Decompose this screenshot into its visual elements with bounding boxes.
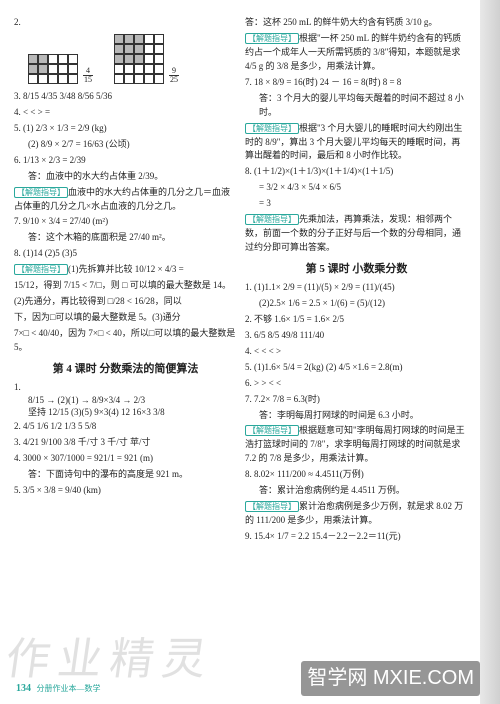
r-q8-2: = 3/2 × 4/3 × 5/4 × 6/5 xyxy=(259,181,468,195)
s5-q6: 6. > > < < xyxy=(245,377,468,391)
q2: 2. 415 xyxy=(14,16,237,84)
s4-q2: 2. 4/5 1/6 1/2 1/3 5 5/8 xyxy=(14,420,237,434)
s5-q1-1: 1. (1)1.1× 2/9 = (11)/(5) × 2/9 = (11)/(… xyxy=(245,281,468,295)
q8-guide-c: (2)先通分，再比较得到 □/28 < 16/28，同以 xyxy=(14,295,237,309)
frac-d: 25 xyxy=(169,76,179,84)
page-num-value: 134 xyxy=(16,683,31,694)
s5-q7: 7. 7.2× 7/8 = 6.3(时) xyxy=(245,393,468,407)
s4-q1-num: 1. xyxy=(14,382,21,392)
s5-q7-ans: 答：李明每周打网球的时间是 6.3 小时。 xyxy=(259,409,468,423)
section-4-title: 第 4 课时 分数乘法的简便算法 xyxy=(14,361,237,378)
section-5-title: 第 5 课时 小数乘分数 xyxy=(245,261,468,278)
guide-label: 【解题指导】 xyxy=(245,425,299,436)
q8-guide-b: 15/12，得到 7/15 < 7/□，则 □ 可以填的最大整数是 14。 xyxy=(14,279,237,293)
guide-label: 【解题指导】 xyxy=(245,33,299,44)
s4-q1-a: 8/15 → (2)(1) → 8/9×3/4 → 2/3 xyxy=(28,395,237,407)
s4-q4-ans: 答：下面诗句中的瀑布的高度是 921 m。 xyxy=(28,468,237,482)
guide-label: 【解题指导】 xyxy=(245,123,299,134)
q8-guide-a: (1)先拆算并比较 10/12 × 4/3 = xyxy=(68,264,184,274)
q3: 3. 8/15 4/35 3/48 8/56 5/36 xyxy=(14,90,237,104)
guide-label: 【解题指导】 xyxy=(245,501,299,512)
q7-ans: 答：这个木箱的底面积是 27/40 m²。 xyxy=(28,231,237,245)
q8-guide-d: 下，因为□可以填的最大整数是 5。(3)通分 xyxy=(14,311,237,325)
s5-q4: 4. < < < > xyxy=(245,345,468,359)
s5-q3: 3. 6/5 8/5 49/8 111/40 xyxy=(245,329,468,343)
left-column: 2. 415 xyxy=(14,14,237,684)
s5-q2: 2. 不够 1.6× 1/5 = 1.6× 2/5 xyxy=(245,313,468,327)
page-number: 134 分册作业本—数学 xyxy=(16,681,101,697)
right-column: 答：这杯 250 mL 的鲜牛奶大约含有钙质 3/10 g。 【解题指导】根据"… xyxy=(245,14,468,684)
q8-guide-e: 7×□ < 40/40，因为 7×□ < 40，所以□可以填的最大整数是 5。 xyxy=(14,327,237,355)
guide-label: 【解题指导】 xyxy=(14,187,68,198)
s5-q8-ans: 答：累计治愈病例约是 4.4511 万例。 xyxy=(259,484,468,498)
q5-1: 5. (1) 2/3 × 1/3 = 2/9 (kg) xyxy=(14,122,237,136)
grid-1 xyxy=(28,54,78,84)
s4-q1-b: 坚持 12/15 (3)(5) 9×3(4) 12 16×3 3/8 xyxy=(28,407,237,419)
s4-q4: 4. 3000 × 307/1000 = 921/1 = 921 (m) xyxy=(14,452,237,466)
s4-q3: 3. 4/21 9/100 3/8 千/寸 3 千/寸 苹/寸 xyxy=(14,436,237,450)
q7: 7. 9/10 × 3/4 = 27/40 (m²) xyxy=(14,215,237,229)
r-q6-ans: 答：这杯 250 mL 的鲜牛奶大约含有钙质 3/10 g。 xyxy=(245,16,468,30)
s5-q1-2: (2)2.5× 1/6 = 2.5 × 1/(6) = (5)/(12) xyxy=(259,297,468,311)
q6-ans: 答：血液中的水大约占体重 2/39。 xyxy=(28,170,237,184)
guide-label: 【解题指导】 xyxy=(245,214,299,225)
guide-label: 【解题指导】 xyxy=(14,264,68,275)
r-q7: 7. 18 × 8/9 = 16(时) 24 － 16 = 8(时) 8 = 8 xyxy=(245,76,468,90)
r-q8-1: 8. (1＋1/2)×(1＋1/3)×(1＋1/4)×(1＋1/5) xyxy=(245,165,468,179)
grid-2 xyxy=(114,34,164,84)
s5-q5: 5. (1)1.6× 5/4 = 2(kg) (2) 4/5 ×1.6 = 2.… xyxy=(245,361,468,375)
q4: 4. < < > = xyxy=(14,106,237,120)
s4-q1: 1. 8/15 → (2)(1) → 8/9×3/4 → 2/3 坚持 12/1… xyxy=(14,381,237,418)
s5-q8: 8. 8.02× 111/200 ≈ 4.4511(万例) xyxy=(245,468,468,482)
s4-q5: 5. 3/5 × 3/8 = 9/40 (km) xyxy=(14,484,237,498)
q8: 8. (1)14 (2)5 (3)5 xyxy=(14,247,237,261)
page-num-label: 分册作业本—数学 xyxy=(37,684,101,693)
r-q8-3: = 3 xyxy=(259,197,468,211)
frac-d: 15 xyxy=(83,76,93,84)
q5-2: (2) 8/9 × 2/7 = 16/63 (公顷) xyxy=(28,138,237,152)
q6: 6. 1/13 × 2/3 = 2/39 xyxy=(14,154,237,168)
s5-q9: 9. 15.4× 1/7 = 2.2 15.4－2.2－2.2＝11(元) xyxy=(245,530,468,544)
r-q7-ans: 答：3 个月大的婴儿平均每天醒着的时间不超过 8 小时。 xyxy=(259,92,468,120)
